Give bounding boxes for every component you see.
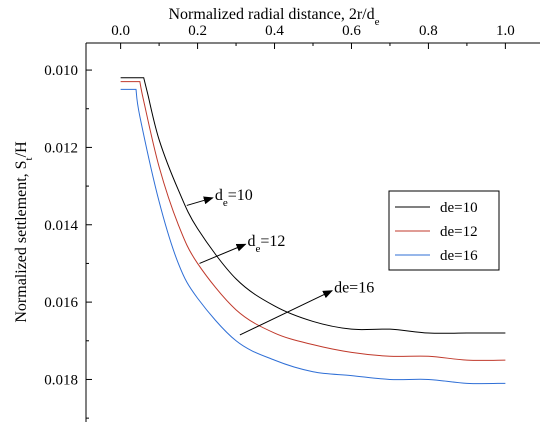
series-lines: [120, 77, 506, 385]
y-axis-title-subscript: t: [23, 157, 35, 160]
annotation-label-subscript: e: [256, 243, 261, 255]
y-axis-title-tail: /H: [13, 141, 30, 157]
x-tick-label: 0.8: [419, 23, 438, 39]
x-tick-label: 1.0: [496, 23, 515, 39]
x-axis-title-main: Normalized radial distance, 2r/d: [168, 6, 374, 23]
annotation-arrow: [199, 243, 247, 264]
x-ticks: 0.0 0.2 0.4 0.6 0.8 1.0: [111, 23, 515, 49]
annotation-label-main: d: [248, 233, 256, 250]
x-axis-title: Normalized radial distance, 2r/de: [168, 6, 379, 28]
series-line-de=16: [120, 88, 506, 385]
annotation-label: de=12: [248, 233, 286, 255]
y-tick-label: 0.014: [44, 218, 78, 234]
y-ticks: 0.010 0.012 0.014 0.016 0.018: [44, 63, 92, 419]
annotation-label: de=16: [334, 280, 374, 297]
x-tick-label: 0.0: [111, 23, 130, 39]
legend-label: de=16: [440, 248, 478, 264]
x-axis-title-subscript: e: [375, 16, 380, 28]
annotation-label-tail: =10: [228, 187, 253, 204]
y-tick-label: 0.010: [44, 63, 78, 79]
x-tick-label: 0.4: [265, 23, 284, 39]
annotation-label: de=10: [215, 187, 253, 209]
series-line-de=12: [120, 81, 506, 361]
annotation-label-main: d: [215, 187, 223, 204]
x-tick-label: 0.6: [342, 23, 361, 39]
annotation-arrow: [186, 196, 214, 206]
y-tick-label: 0.018: [44, 372, 78, 388]
y-tick-label: 0.016: [44, 295, 78, 311]
annotation-label-tail: =12: [260, 233, 285, 250]
series-line-de=10: [120, 77, 506, 334]
legend-label: de=10: [440, 200, 478, 216]
legend-label: de=12: [440, 224, 478, 240]
y-axis-title: Normalized settlement, St/H: [13, 141, 35, 323]
legend: de=10 de=12 de=16: [388, 190, 500, 271]
y-axis-title-main: Normalized settlement, S: [13, 160, 30, 322]
annotation-label-main: de=16: [334, 280, 374, 297]
annotation-label-subscript: e: [223, 197, 228, 209]
annotation-arrow: [239, 290, 333, 336]
x-tick-label: 0.2: [188, 23, 207, 39]
y-tick-label: 0.012: [44, 140, 78, 156]
